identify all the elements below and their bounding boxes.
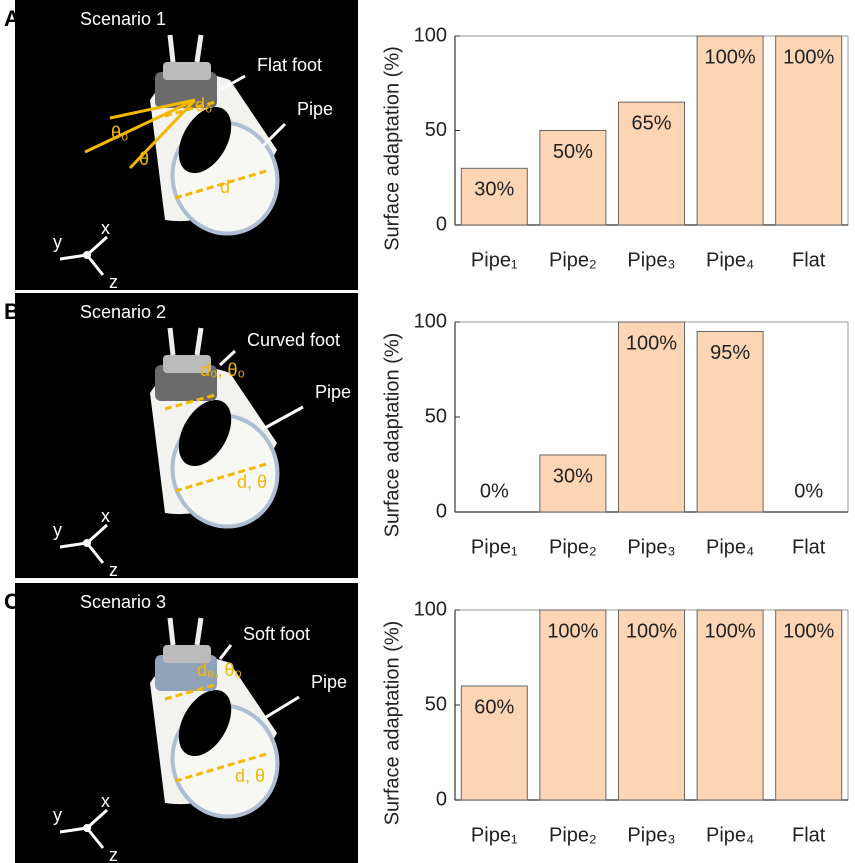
y-axis-label: Surface adaptation (%): [381, 46, 403, 251]
value-label: 95%: [710, 342, 750, 364]
foot-top: [163, 62, 211, 80]
x-tick-label: Pipe₁: [471, 249, 518, 271]
axis-name: z: [109, 272, 118, 292]
value-label: 100%: [783, 620, 834, 642]
value-label: 100%: [705, 46, 756, 68]
scene-label: Soft foot: [243, 624, 310, 644]
scene-panel: x y z B Scenario 2 Curved foot Pipe d₀, θ₀ d, θ: [4, 293, 358, 580]
scene-label: Pipe: [315, 382, 351, 402]
axis-name: y: [53, 232, 62, 252]
scene-label: d: [220, 177, 230, 197]
value-label: 60%: [474, 696, 514, 718]
value-label: 0%: [480, 480, 509, 502]
scene-label: d, θ: [237, 472, 267, 492]
scene-label: d₀, θ₀: [197, 660, 242, 680]
axis-name: y: [53, 805, 62, 825]
scene-label: d, θ: [235, 766, 265, 786]
scene-panel: x y z A Scenario 1 Flat foot Pipe d₀ θ₀ θ d: [4, 0, 358, 292]
y-tick-label: 100: [414, 24, 447, 46]
y-tick-label: 100: [414, 310, 447, 332]
y-tick-label: 100: [414, 598, 447, 620]
axis-name: x: [101, 506, 110, 526]
y-axis-label: Surface adaptation (%): [381, 621, 403, 826]
panel-letter: B: [4, 299, 20, 324]
y-tick-label: 50: [425, 693, 447, 715]
axes-origin: [83, 824, 91, 832]
panel-letter: A: [4, 6, 20, 31]
axes-origin: [83, 251, 91, 259]
value-label: 50%: [553, 141, 593, 163]
x-tick-label: Pipe₂: [549, 536, 597, 558]
x-tick-label: Pipe₄: [706, 249, 754, 271]
scene-label: d₀: [195, 95, 212, 115]
x-tick-label: Pipe₄: [706, 536, 754, 558]
scene-panel: x y z C Scenario 3 Soft foot Pipe d₀, θ₀ d, θ: [4, 583, 358, 863]
value-label: 0%: [794, 480, 823, 502]
value-label: 65%: [631, 112, 671, 134]
value-label: 100%: [783, 46, 834, 68]
y-tick-label: 0: [436, 788, 447, 810]
scene-label: θ₀: [111, 123, 128, 143]
axis-name: y: [53, 520, 62, 540]
value-label: 30%: [474, 179, 514, 201]
scene-label: Curved foot: [247, 330, 340, 350]
value-label: 100%: [626, 620, 677, 642]
axis-name: z: [109, 845, 118, 863]
scene-label: Pipe: [297, 99, 333, 119]
axes-origin: [83, 539, 91, 547]
x-tick-label: Flat: [792, 536, 826, 558]
y-tick-label: 0: [436, 500, 447, 522]
scene-label: Pipe: [311, 672, 347, 692]
x-tick-label: Pipe₄: [706, 824, 754, 846]
scene-title: Scenario 2: [80, 302, 166, 322]
x-tick-label: Pipe₁: [471, 824, 518, 846]
scene-label: Flat foot: [257, 55, 322, 75]
y-tick-label: 0: [436, 213, 447, 235]
x-tick-label: Pipe₁: [471, 536, 518, 558]
scene-title: Scenario 1: [80, 9, 166, 29]
value-label: 100%: [626, 332, 677, 354]
value-label: 100%: [547, 620, 598, 642]
x-tick-label: Pipe₃: [627, 824, 675, 846]
panel-letter: C: [4, 589, 20, 614]
scene-label: θ: [139, 149, 149, 169]
x-tick-label: Flat: [792, 824, 826, 846]
x-tick-label: Pipe₃: [627, 249, 675, 271]
x-tick-label: Pipe₂: [549, 249, 597, 271]
axis-name: x: [101, 791, 110, 811]
scene-title: Scenario 3: [80, 592, 166, 612]
x-tick-label: Pipe₂: [549, 824, 597, 846]
y-tick-label: 50: [425, 119, 447, 141]
axis-name: x: [101, 218, 110, 238]
x-tick-label: Flat: [792, 249, 826, 271]
value-label: 100%: [705, 620, 756, 642]
x-tick-label: Pipe₃: [627, 536, 675, 558]
y-axis-label: Surface adaptation (%): [381, 333, 403, 538]
y-tick-label: 50: [425, 405, 447, 427]
value-label: 30%: [553, 465, 593, 487]
scene-label: d₀, θ₀: [200, 360, 245, 380]
axis-name: z: [109, 560, 118, 580]
figure: x y z A Scenario 1 Flat foot Pipe d₀ θ₀ θ d 0 50 100 S…: [0, 0, 855, 863]
